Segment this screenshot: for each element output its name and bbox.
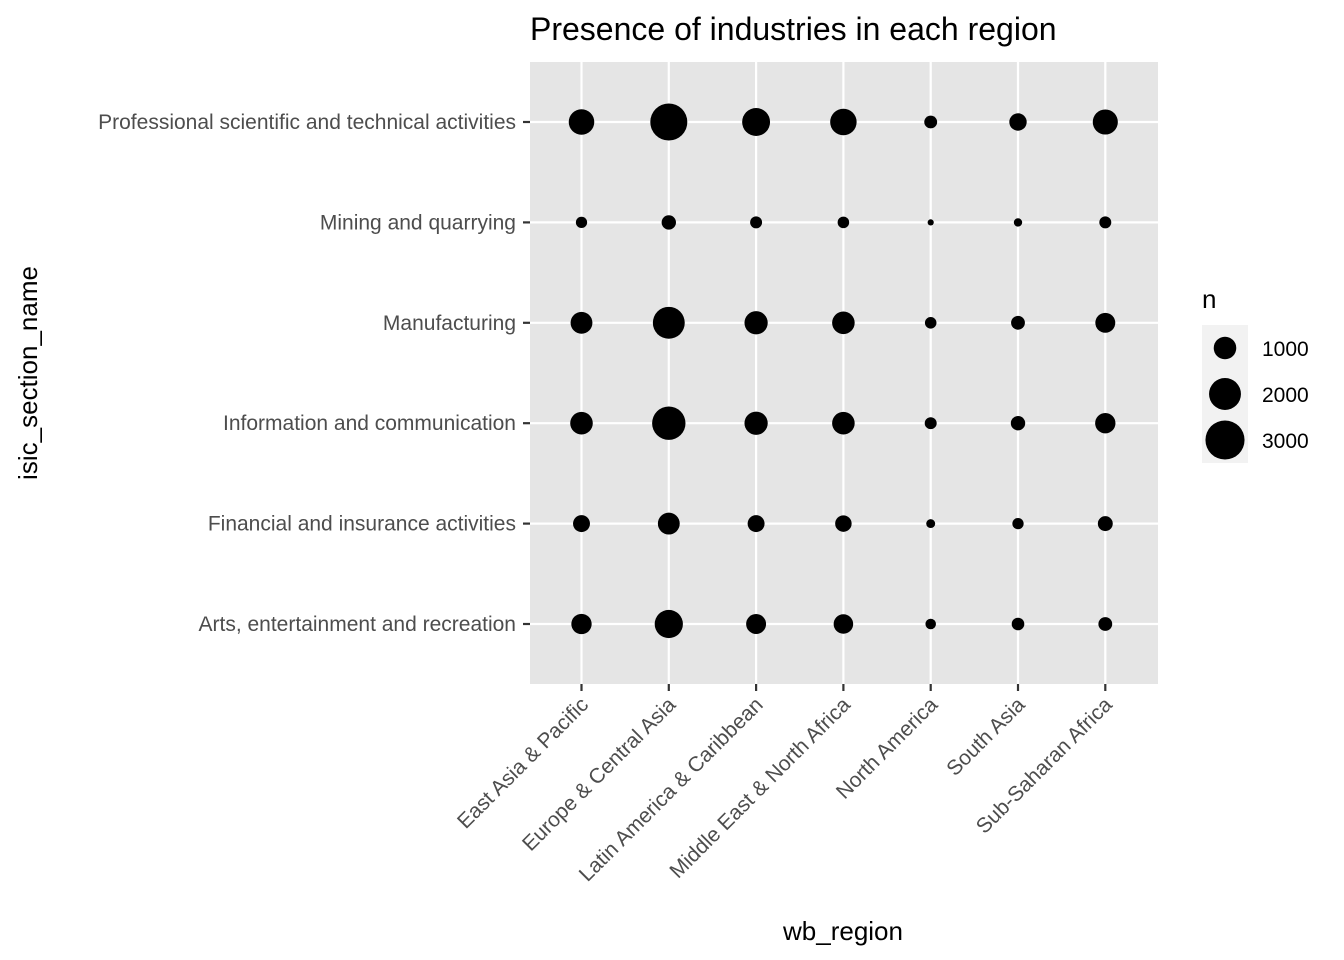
y-tick-label: Financial and insurance activities (208, 513, 516, 536)
data-point (833, 614, 854, 634)
y-tick-label: Mining and quarrying (320, 211, 516, 234)
data-point (750, 216, 763, 229)
data-point (1097, 516, 1113, 532)
data-point (652, 306, 685, 339)
data-point (654, 609, 683, 639)
y-tick-label: Arts, entertainment and recreation (198, 613, 516, 636)
data-point (925, 618, 936, 630)
x-axis-title: wb_region (782, 916, 903, 946)
data-point (1011, 617, 1025, 631)
data-point (1098, 617, 1113, 631)
data-point (657, 512, 680, 535)
data-point (1095, 413, 1116, 434)
data-point (1010, 416, 1026, 431)
data-point (744, 311, 768, 335)
x-tick-label: Latin America & Caribbean (575, 693, 768, 886)
data-point (571, 613, 592, 635)
data-point (924, 417, 937, 430)
data-point (835, 515, 852, 532)
data-point (926, 519, 936, 529)
legend-key (1209, 378, 1241, 410)
data-point (747, 515, 765, 533)
data-point (652, 406, 686, 440)
data-point (661, 215, 676, 230)
x-tick-label: Europe & Central Asia (518, 693, 681, 856)
data-point (744, 411, 768, 435)
data-point (1092, 109, 1118, 135)
data-point (927, 219, 934, 226)
legend-title: n (1202, 284, 1216, 314)
x-tick-label: Middle East & North Africa (665, 693, 855, 883)
data-point (742, 108, 771, 136)
y-axis-title: isic_section_name (13, 266, 43, 480)
data-point (924, 317, 937, 329)
data-point (570, 411, 593, 435)
data-point (568, 109, 595, 135)
y-tick-label: Professional scientific and technical ac… (98, 111, 516, 134)
data-point (832, 311, 855, 335)
data-point (1013, 218, 1023, 227)
data-points (568, 103, 1118, 639)
legend-label: 1000 (1262, 338, 1309, 361)
legend-key (1205, 420, 1245, 460)
data-point (570, 311, 593, 334)
data-point (1099, 216, 1112, 229)
data-point (575, 216, 588, 229)
chart-title: Presence of industries in each region (530, 11, 1057, 47)
data-point (837, 216, 850, 229)
data-point (924, 115, 938, 129)
legend-key (1213, 336, 1237, 360)
data-point (1012, 517, 1024, 530)
legend: n 1000 2000 3000 (1202, 284, 1309, 463)
data-point (573, 515, 590, 533)
data-point (830, 108, 857, 136)
data-point (1009, 113, 1027, 131)
data-point (832, 411, 855, 435)
y-axis: Arts, entertainment and recreation Financ… (98, 111, 530, 636)
data-point (1095, 312, 1116, 333)
data-point (1011, 315, 1025, 330)
y-tick-label: Information and communication (223, 412, 516, 435)
legend-label: 2000 (1262, 384, 1309, 407)
x-tick-label: South Asia (942, 693, 1029, 780)
data-point (746, 614, 767, 634)
y-tick-label: Manufacturing (383, 312, 516, 335)
data-point (650, 103, 688, 141)
legend-label: 3000 (1262, 430, 1309, 453)
